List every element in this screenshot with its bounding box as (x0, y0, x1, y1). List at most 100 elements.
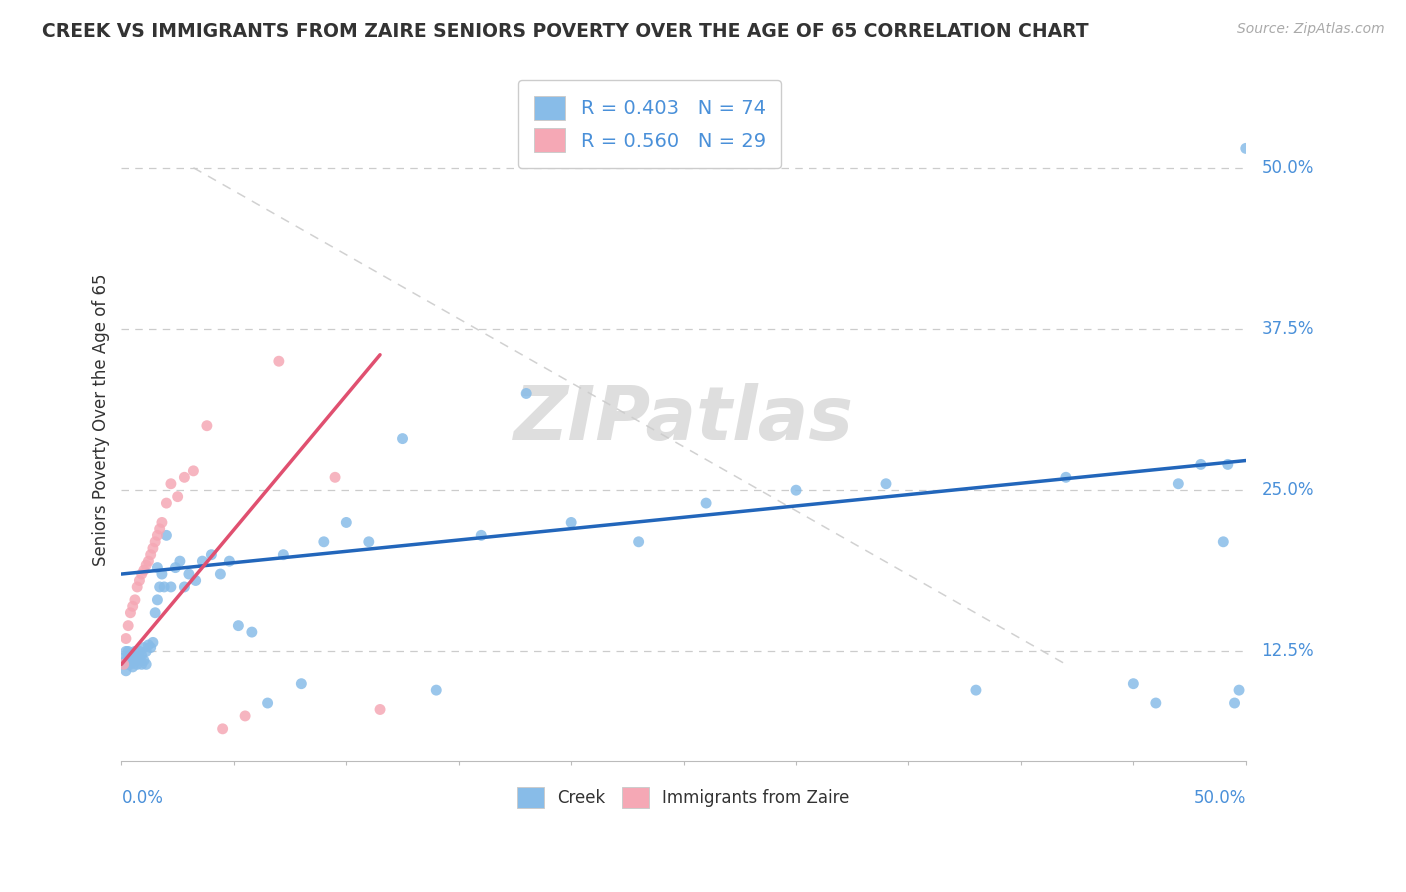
Point (142, 635, 165, 649)
Point (138, 554, 160, 568)
Point (146, 528, 169, 542)
Point (146, 592, 169, 607)
Text: 25.0%: 25.0% (1261, 481, 1315, 500)
Point (121, 653, 143, 667)
Point (155, 496, 177, 510)
Point (515, 386, 537, 401)
Point (135, 657, 157, 672)
Point (115, 632, 138, 646)
Point (124, 644, 146, 658)
Text: Source: ZipAtlas.com: Source: ZipAtlas.com (1237, 22, 1385, 37)
Point (150, 516, 173, 530)
Point (120, 606, 142, 620)
Point (312, 534, 335, 549)
Point (191, 554, 214, 568)
Point (875, 476, 897, 491)
Point (112, 657, 135, 672)
Point (135, 644, 157, 658)
Point (124, 653, 146, 667)
Point (132, 653, 155, 667)
Point (131, 648, 153, 663)
Point (120, 648, 142, 663)
Point (695, 496, 717, 510)
Point (425, 683, 447, 698)
Point (128, 651, 150, 665)
Point (177, 567, 200, 582)
Point (1054, 470, 1077, 484)
Point (1212, 534, 1234, 549)
Point (233, 709, 256, 723)
Y-axis label: Seniors Poverty Over the Age of 65: Seniors Poverty Over the Age of 65 (93, 273, 110, 566)
Point (138, 638, 160, 652)
Point (209, 567, 232, 582)
Point (115, 644, 138, 658)
Point (139, 640, 162, 655)
Point (135, 558, 157, 572)
Point (470, 528, 492, 542)
Point (290, 676, 312, 690)
Point (127, 657, 149, 672)
Point (117, 618, 139, 632)
Point (965, 683, 987, 698)
Point (173, 470, 195, 484)
Point (1144, 696, 1167, 710)
Point (115, 664, 138, 678)
Point (142, 541, 165, 556)
Point (121, 660, 143, 674)
Point (391, 432, 413, 446)
Point (1122, 676, 1144, 690)
Point (146, 560, 169, 574)
Point (1227, 683, 1250, 698)
Point (267, 354, 290, 368)
Point (357, 534, 380, 549)
Point (139, 548, 162, 562)
Point (1234, 141, 1257, 155)
Point (211, 722, 233, 736)
Point (169, 554, 191, 568)
Point (166, 490, 188, 504)
Point (1167, 476, 1189, 491)
Point (128, 574, 150, 588)
Point (121, 599, 143, 614)
Point (124, 592, 146, 607)
Point (149, 522, 172, 536)
Point (117, 657, 139, 672)
Point (117, 644, 139, 658)
Point (218, 554, 240, 568)
Point (153, 580, 176, 594)
Point (1189, 458, 1212, 472)
Point (368, 702, 391, 716)
Point (560, 516, 582, 530)
Point (150, 567, 173, 582)
Point (120, 657, 142, 672)
Point (627, 534, 650, 549)
Point (323, 470, 346, 484)
Text: 0.0%: 0.0% (121, 789, 163, 807)
Text: 37.5%: 37.5% (1261, 320, 1315, 338)
Point (1216, 458, 1239, 472)
Point (240, 625, 263, 640)
Point (195, 418, 218, 433)
Point (128, 644, 150, 658)
Point (785, 483, 807, 498)
Point (228, 618, 250, 632)
Point (160, 580, 183, 594)
Point (132, 563, 155, 577)
Text: ZIPatlas: ZIPatlas (513, 383, 853, 456)
Point (143, 534, 166, 549)
Point (115, 653, 138, 667)
Point (273, 548, 295, 562)
Point (173, 580, 195, 594)
Point (335, 516, 357, 530)
Point (127, 651, 149, 665)
Point (117, 653, 139, 667)
Point (127, 653, 149, 667)
Point (183, 464, 205, 478)
Point (143, 606, 166, 620)
Text: 12.5%: 12.5% (1261, 642, 1315, 660)
Point (165, 560, 187, 574)
Point (127, 580, 149, 594)
Point (1223, 696, 1246, 710)
Point (155, 528, 177, 542)
Point (149, 580, 172, 594)
